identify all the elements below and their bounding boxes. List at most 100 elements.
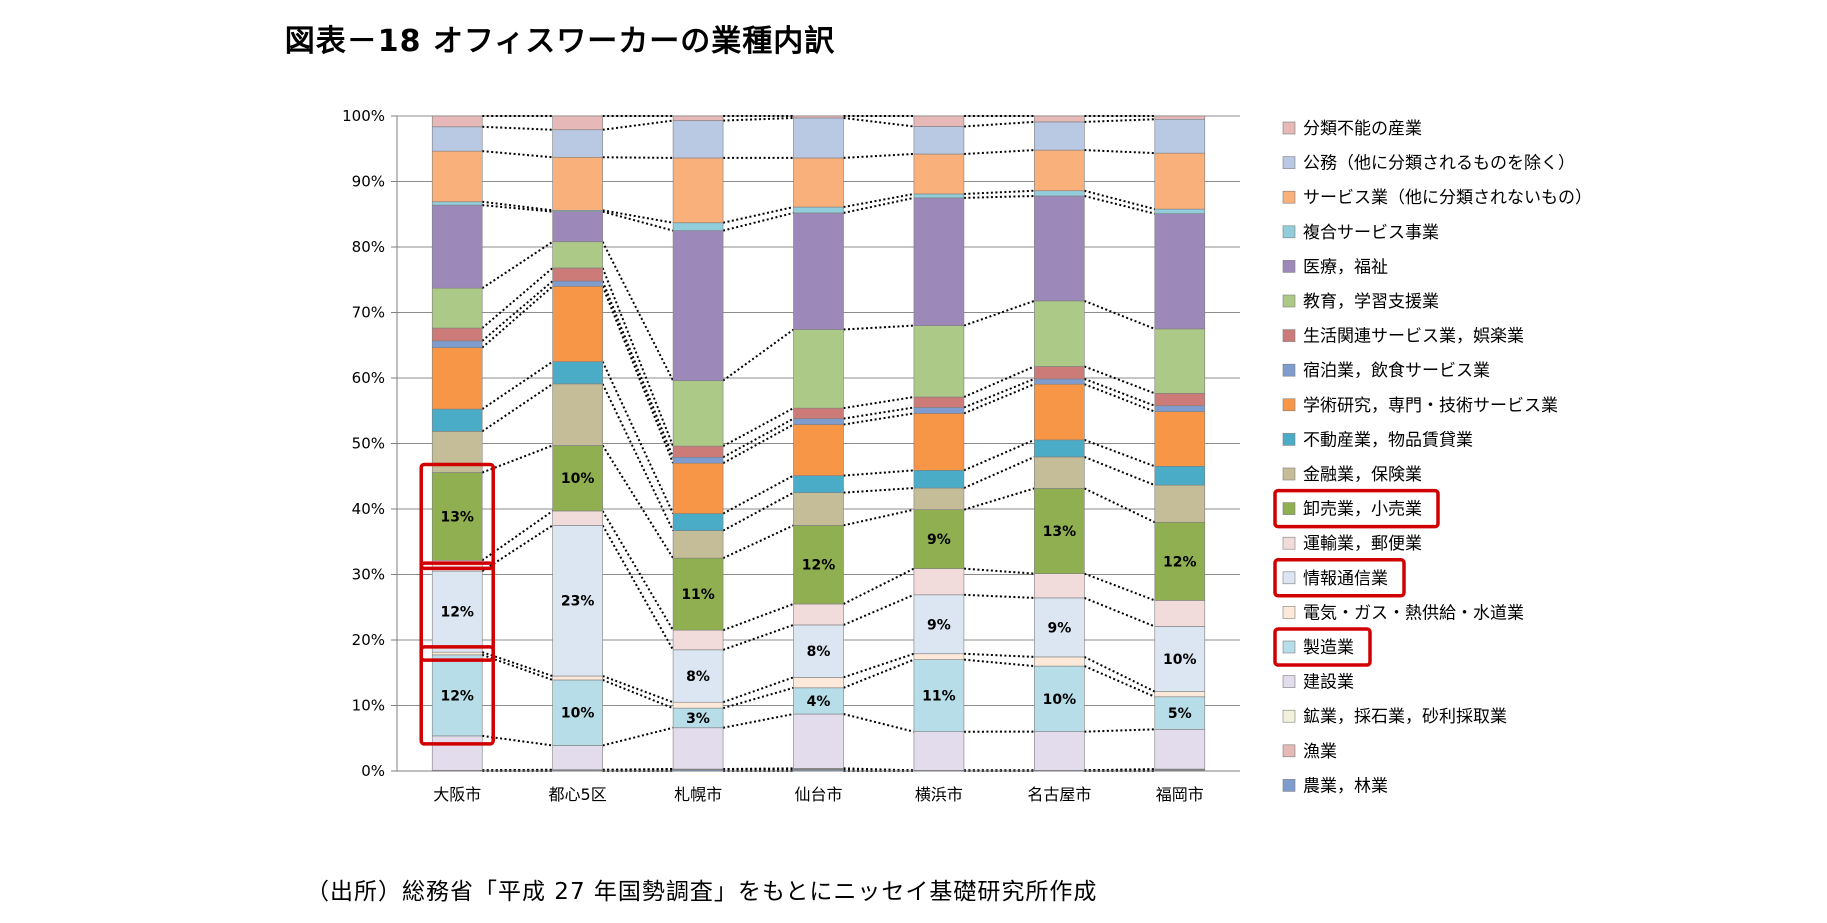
data-label: 10%: [1043, 692, 1077, 708]
bar-segment: [431, 735, 483, 771]
bar-segment: [1034, 121, 1085, 151]
connector-line: [602, 679, 674, 710]
y-tick-label: 50%: [352, 435, 385, 453]
bar-segment: [552, 525, 603, 677]
legend-label: 運輸業，郵便業: [1303, 534, 1422, 554]
connector-line: [602, 675, 674, 704]
data-label: 8%: [686, 669, 710, 685]
bar-segment: [1154, 411, 1206, 467]
connector-line: [602, 210, 674, 232]
connector-line: [963, 194, 1035, 199]
connector-line: [1084, 118, 1155, 123]
legend-label: 製造業: [1303, 638, 1354, 658]
connector-line: [843, 658, 915, 689]
bar-segment: [431, 347, 483, 410]
bar-segment: [793, 418, 844, 425]
bar-segment: [1154, 328, 1206, 394]
bar-segment: [672, 157, 724, 224]
connector-line: [1083, 665, 1156, 698]
connector-line: [843, 406, 915, 420]
x-tick-label: 都心5区: [549, 785, 607, 804]
data-label: 11%: [922, 689, 956, 705]
data-label: 10%: [1163, 652, 1197, 668]
connector-line: [481, 383, 554, 433]
data-label: 11%: [681, 587, 715, 603]
data-label: 10%: [561, 706, 595, 722]
data-label: 23%: [561, 594, 595, 610]
bar-segment: [1154, 691, 1206, 698]
legend-label: 複合サービス事業: [1303, 223, 1439, 243]
bar-segment: [672, 445, 724, 458]
legend-swatch: [1282, 467, 1296, 481]
highlight-box-bar: [419, 462, 495, 571]
y-tick-label: 30%: [352, 566, 385, 584]
connector-line: [482, 204, 553, 213]
x-tick-label: 名古屋市: [1027, 785, 1091, 804]
connector-line: [601, 510, 674, 631]
legend-label: 不動産業，物品賃貸業: [1303, 430, 1473, 450]
legend-swatch: [1282, 329, 1296, 342]
bar-segment: [1034, 115, 1085, 123]
bar-segment: [793, 525, 844, 605]
connector-line: [963, 189, 1035, 195]
connector-line: [963, 377, 1035, 409]
bar-segment: [913, 731, 965, 771]
bar-segment: [1034, 656, 1085, 667]
bar-segment: [793, 713, 844, 769]
data-label: 5%: [1168, 706, 1192, 722]
bar-segment: [672, 557, 724, 631]
connector-line: [481, 240, 554, 290]
connector-line: [601, 267, 675, 447]
bar-segment: [1034, 190, 1085, 197]
legend-label: 漁業: [1303, 742, 1337, 762]
bar-segment: [793, 206, 844, 214]
bar-segment: [1034, 731, 1085, 771]
bar-segment: [672, 115, 724, 121]
bar-segment: [1034, 366, 1085, 380]
connector-line: [1084, 728, 1155, 733]
bar-segment: [431, 651, 483, 656]
bar-segment: [672, 649, 724, 703]
bars: [431, 115, 1206, 772]
connector-line: [843, 152, 914, 159]
bar-segment: [1154, 626, 1206, 692]
bar-segment: [552, 679, 603, 746]
connector-line: [1084, 195, 1156, 215]
bar-segment: [431, 204, 483, 289]
bar-segment: [913, 594, 965, 655]
connector-line: [843, 196, 915, 214]
y-tick-label: 60%: [352, 369, 385, 387]
legend-swatch: [1282, 744, 1296, 758]
connector-line: [482, 150, 553, 159]
bar-segment: [1034, 439, 1085, 458]
bar-segment: [913, 193, 965, 199]
bar-segment: [913, 153, 965, 195]
bar-segment: [672, 530, 724, 559]
connector-line: [481, 444, 554, 474]
bar-segment: [1154, 115, 1206, 120]
connector-line: [722, 524, 794, 560]
connector-line: [722, 686, 794, 710]
legend-label: 学術研究，専門・技術サービス業: [1303, 396, 1558, 416]
bar-segment: [1154, 484, 1206, 523]
connector-line: [481, 653, 553, 681]
bar-segment: [1154, 405, 1206, 412]
bar-segment: [431, 287, 483, 329]
bar-segment: [672, 513, 724, 531]
x-tick-label: 仙台市: [794, 785, 842, 804]
connector-line: [601, 280, 674, 458]
bar-segment: [552, 267, 603, 282]
connector-line: [601, 524, 674, 651]
y-tick-label: 10%: [352, 697, 385, 715]
bar-segment: [913, 396, 965, 408]
bar-segment: [793, 475, 844, 493]
connector-line: [843, 652, 915, 679]
bar-segment: [793, 687, 844, 715]
bar-segment: [672, 230, 724, 381]
bar-segment: [913, 487, 965, 510]
connector-line: [722, 676, 794, 704]
legend-swatch: [1282, 571, 1296, 585]
connector-line: [601, 361, 674, 515]
legend-swatch: [1282, 398, 1296, 412]
bar-segment: [1034, 573, 1085, 599]
